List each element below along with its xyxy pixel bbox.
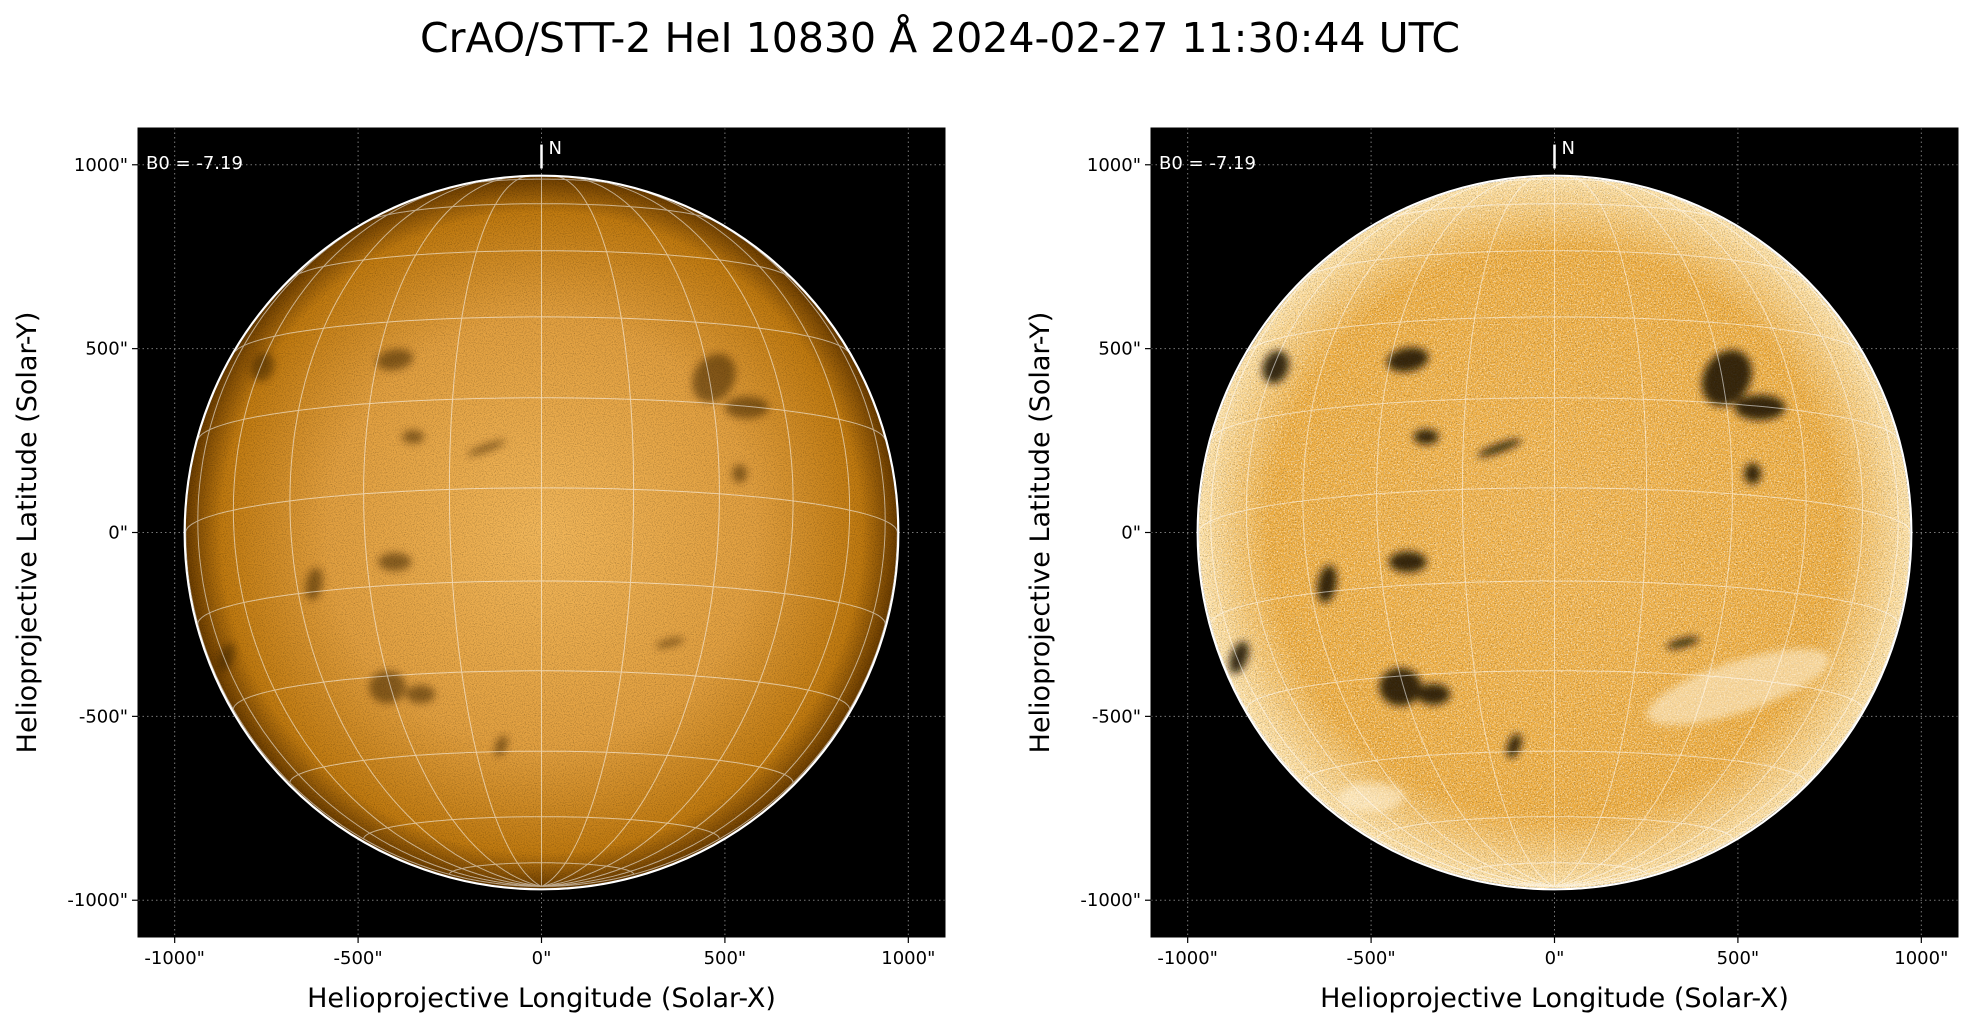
x-tick-label: -500" [1347,948,1396,969]
y-tick-label: 0" [108,523,128,544]
heliographic-grid [1198,176,1911,887]
solar-panel-left: N B0 = -7.19 -1000" -500" 0" 500" 1000" 1000" 50… [12,127,946,1014]
y-tick-label: 0" [1121,523,1141,544]
solar-limb [1196,174,1913,891]
solar-panel-right: N B0 = -7.19 -1000" -500" 0" 500" 1000" 1000" 50… [1025,127,1959,1014]
y-tick-label: 1000" [1087,155,1141,176]
x-tick-label: 500" [1717,948,1760,969]
x-tick-label: 1000" [1894,948,1948,969]
x-tick-label: -1000" [144,948,205,969]
x-tick-label: 500" [704,948,747,969]
x-tick-label: 0" [532,948,552,969]
x-tick-label: -1000" [1157,948,1218,969]
y-tick-label: 500" [85,339,128,360]
x-axis-label: Helioprojective Longitude (Solar-X) [1320,983,1789,1014]
y-tick-label: 500" [1098,339,1141,360]
dark-features [217,349,769,757]
x-tick-label: 1000" [881,948,935,969]
y-tick-label: -1000" [1080,890,1141,911]
y-axis-label: Helioprojective Latitude (Solar-Y) [12,312,43,754]
figure-title: CrAO/STT-2 HeI 10830 Å 2024-02-27 11:30:… [420,14,1460,62]
b0-annotation: B0 = -7.19 [1159,153,1256,174]
heliographic-grid [185,176,898,887]
x-axis-label: Helioprojective Longitude (Solar-X) [307,983,776,1014]
north-label: N [1562,138,1575,159]
b0-annotation: B0 = -7.19 [146,153,243,174]
y-tick-label: -1000" [67,890,128,911]
solar-limb [183,174,900,891]
y-tick-label: 1000" [74,155,128,176]
y-axis-label: Helioprojective Latitude (Solar-Y) [1025,312,1056,754]
x-tick-label: 0" [1545,948,1565,969]
y-tick-label: -500" [1092,706,1141,727]
north-label: N [549,138,562,159]
y-tick-label: -500" [79,706,128,727]
x-tick-label: -500" [334,948,383,969]
dark-features [1229,347,1786,758]
